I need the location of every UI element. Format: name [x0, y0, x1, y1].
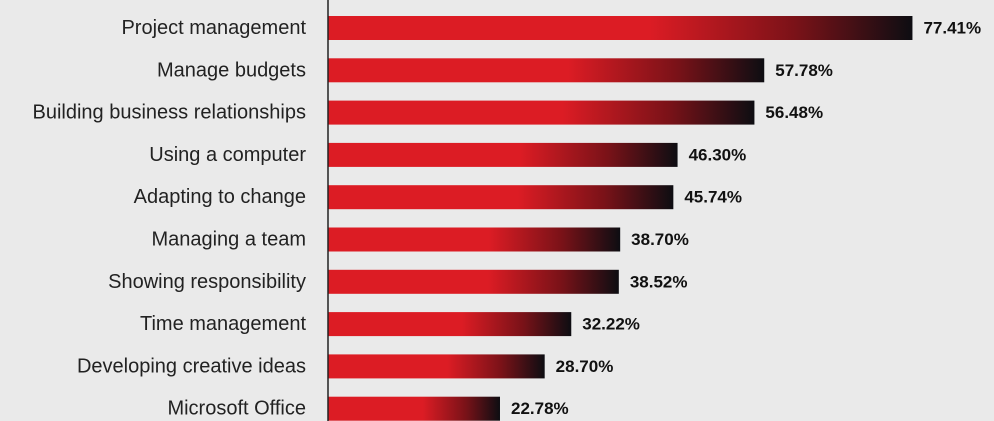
value-label-project-management: 77.41%: [923, 19, 981, 38]
bars: [328, 16, 913, 421]
bar-adapting-to-change: [328, 185, 674, 210]
category-label-project-management: Project management: [121, 17, 306, 39]
value-label-using-a-computer: 46.30%: [689, 145, 747, 164]
category-label-time-management: Time management: [140, 313, 306, 335]
value-label-time-management: 32.22%: [582, 315, 640, 334]
value-label-manage-budgets: 57.78%: [775, 61, 833, 80]
category-label-managing-a-team: Managing a team: [151, 229, 306, 251]
category-label-building-business-relationships: Building business relationships: [33, 102, 307, 124]
category-label-using-a-computer: Using a computer: [149, 144, 306, 166]
category-label-adapting-to-change: Adapting to change: [134, 186, 306, 208]
bar-project-management: [328, 16, 913, 40]
value-label-microsoft-office: 22.78%: [511, 399, 569, 418]
bar-time-management: [328, 312, 572, 337]
bar-developing-creative-ideas: [328, 354, 545, 379]
category-labels: Project management Manage budgets Building…: [33, 17, 307, 420]
bar-building-business-relationships: [328, 100, 755, 125]
bar-microsoft-office: [328, 396, 500, 421]
value-label-adapting-to-change: 45.74%: [684, 188, 742, 207]
category-label-developing-creative-ideas: Developing creative ideas: [77, 355, 306, 377]
value-label-managing-a-team: 38.70%: [631, 230, 689, 249]
category-label-showing-responsibility: Showing responsibility: [108, 271, 306, 293]
bar-using-a-computer: [328, 142, 678, 167]
value-labels: 77.41% 57.78% 56.48% 46.30% 45.74% 38.70% 38.5…: [511, 19, 981, 419]
bar-managing-a-team: [328, 227, 621, 252]
value-label-building-business-relationships: 56.48%: [765, 103, 823, 122]
category-label-microsoft-office: Microsoft Office: [167, 398, 306, 420]
category-label-manage-budgets: Manage budgets: [157, 59, 306, 81]
bar-showing-responsibility: [328, 269, 619, 294]
value-label-developing-creative-ideas: 28.70%: [556, 357, 614, 376]
value-label-showing-responsibility: 38.52%: [630, 272, 688, 291]
bar-manage-budgets: [328, 58, 765, 83]
